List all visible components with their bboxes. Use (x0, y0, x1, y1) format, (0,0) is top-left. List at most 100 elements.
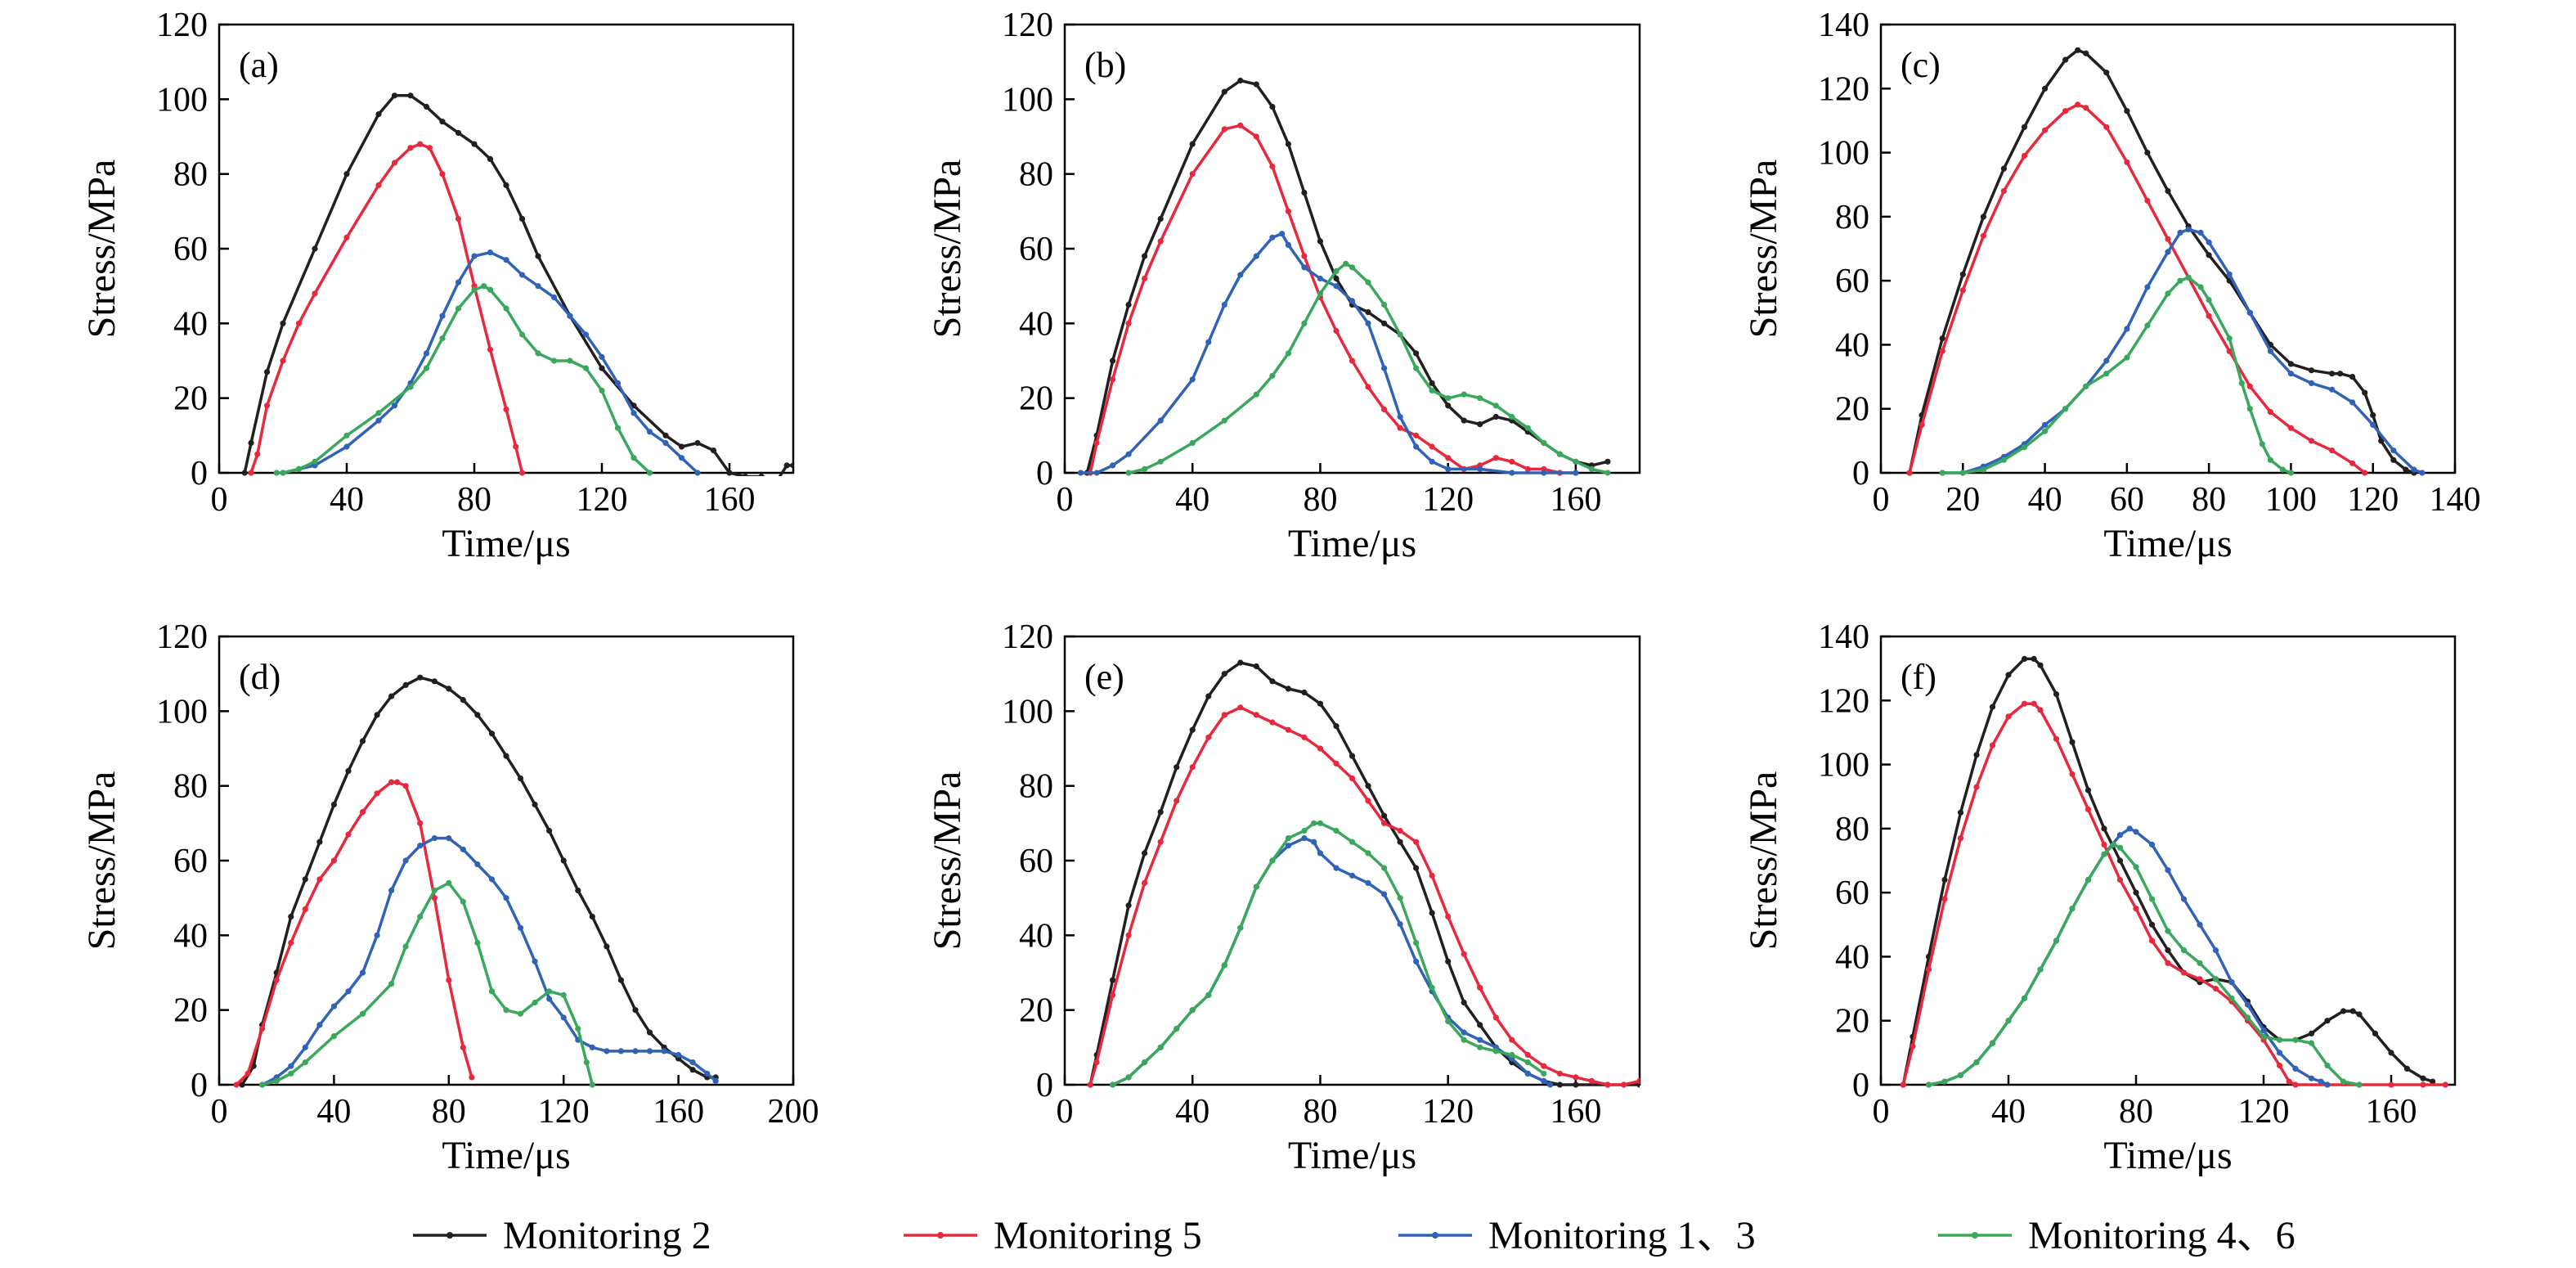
data-point-monitoring-5 (431, 895, 438, 902)
data-point-monitoring-5 (1333, 760, 1340, 767)
data-point-monitoring-1-3 (1157, 417, 1164, 424)
data-point-monitoring-5 (1556, 1070, 1563, 1077)
data-point-monitoring-2 (2403, 466, 2409, 473)
data-point-monitoring-1-3 (2165, 249, 2171, 255)
series-group (241, 92, 793, 476)
data-point-monitoring-5 (1301, 253, 1308, 259)
data-point-monitoring-4-6 (2111, 841, 2117, 848)
y-tick-label: 100 (1002, 693, 1053, 731)
data-point-monitoring-5 (1189, 764, 1196, 771)
data-point-monitoring-2 (1221, 671, 1227, 677)
data-point-monitoring-4-6 (2180, 947, 2188, 954)
series-line-monitoring-5 (1901, 702, 2446, 1086)
x-tick-label: 160 (2366, 1093, 2417, 1131)
data-point-monitoring-5 (1381, 406, 1388, 412)
y-tick-label: 80 (173, 768, 208, 806)
data-point-monitoring-2 (2075, 47, 2081, 53)
series-group (1900, 655, 2448, 1088)
data-point-monitoring-1-3 (1541, 470, 1547, 476)
series-line-monitoring-1-3 (261, 836, 717, 1086)
data-point-monitoring-4-6 (1604, 470, 1611, 476)
data-point-monitoring-1-3 (550, 294, 558, 300)
data-point-monitoring-4-6 (2226, 335, 2233, 342)
data-point-monitoring-5 (2037, 707, 2044, 713)
data-point-monitoring-2 (2148, 921, 2156, 928)
data-point-monitoring-2 (662, 432, 669, 438)
x-tick-label: 160 (1550, 481, 1601, 519)
y-tick-label: 80 (1835, 199, 1869, 236)
data-point-monitoring-2 (535, 253, 541, 259)
data-point-monitoring-2 (2021, 655, 2028, 663)
data-point-monitoring-1-3 (2267, 348, 2273, 354)
data-point-monitoring-5 (375, 182, 382, 188)
data-point-monitoring-4-6 (599, 387, 605, 394)
y-tick-label: 100 (156, 81, 208, 119)
data-point-monitoring-1-3 (2329, 386, 2336, 393)
series-line-monitoring-4-6 (262, 881, 594, 1086)
data-point-monitoring-2 (631, 402, 637, 409)
data-point-monitoring-1-3 (1317, 850, 1323, 857)
x-tick-label: 0 (211, 1093, 228, 1131)
data-point-monitoring-4-6 (2042, 428, 2049, 434)
data-point-monitoring-2 (1413, 350, 1420, 357)
x-tick-label: 160 (1550, 1093, 1601, 1131)
data-point-monitoring-4-6 (1269, 857, 1276, 864)
series-line-monitoring-1-3 (282, 250, 699, 474)
y-tick-label: 100 (156, 693, 208, 731)
data-point-monitoring-5 (2085, 806, 2092, 813)
data-point-monitoring-5 (394, 779, 401, 785)
data-point-monitoring-4-6 (343, 432, 350, 438)
data-point-monitoring-4-6 (259, 1081, 266, 1088)
data-point-monitoring-1-3 (402, 857, 409, 864)
data-point-monitoring-5 (2388, 1081, 2394, 1088)
data-point-monitoring-5 (1093, 1059, 1100, 1066)
data-point-monitoring-1-3 (662, 439, 669, 447)
data-point-monitoring-2 (359, 738, 366, 744)
data-point-monitoring-2 (1365, 783, 1371, 789)
data-point-monitoring-5 (1910, 1043, 1916, 1050)
data-point-monitoring-2 (2124, 108, 2130, 115)
data-point-monitoring-5 (1461, 951, 1467, 957)
panel-label: (c) (1901, 45, 1941, 85)
data-point-monitoring-1-3 (560, 1014, 567, 1021)
data-point-monitoring-2 (2378, 438, 2385, 444)
data-point-monitoring-2 (532, 801, 538, 808)
data-point-monitoring-4-6 (1317, 820, 1323, 826)
data-point-monitoring-2 (1237, 659, 1244, 666)
data-point-monitoring-5 (1957, 835, 1964, 842)
data-point-monitoring-4-6 (2197, 284, 2204, 290)
data-point-monitoring-5 (487, 346, 494, 353)
data-point-monitoring-4-6 (1397, 895, 1403, 902)
y-tick-label: 60 (173, 843, 208, 880)
legend-label: Monitoring 2 (503, 1214, 711, 1257)
data-point-monitoring-1-3 (1349, 872, 1356, 879)
data-point-monitoring-2 (402, 681, 409, 689)
data-point-monitoring-2 (2370, 411, 2376, 419)
data-point-monitoring-4-6 (431, 887, 438, 894)
data-point-monitoring-5 (374, 790, 380, 797)
data-point-monitoring-4-6 (446, 879, 452, 886)
data-point-monitoring-1-3 (1547, 1081, 1554, 1088)
data-point-monitoring-4-6 (517, 1010, 524, 1017)
data-point-monitoring-5 (1349, 357, 1356, 364)
data-point-monitoring-4-6 (2005, 1018, 2012, 1024)
data-point-monitoring-4-6 (2292, 1036, 2299, 1043)
data-point-monitoring-1-3 (2116, 832, 2124, 839)
data-point-monitoring-4-6 (1461, 391, 1467, 398)
data-point-monitoring-1-3 (2390, 447, 2397, 454)
data-point-monitoring-5 (1445, 455, 1452, 461)
data-point-monitoring-5 (263, 402, 271, 409)
data-point-monitoring-2 (1110, 357, 1116, 364)
data-point-monitoring-2 (471, 141, 478, 147)
data-point-monitoring-2 (1301, 189, 1308, 196)
series-line-monitoring-5 (1088, 706, 1640, 1086)
data-point-monitoring-5 (1397, 425, 1403, 431)
data-point-monitoring-5 (295, 320, 303, 326)
data-point-monitoring-1-3 (455, 279, 462, 286)
data-point-monitoring-4-6 (560, 991, 567, 998)
data-point-monitoring-5 (2148, 938, 2156, 944)
data-point-monitoring-2 (689, 1067, 696, 1073)
x-tick-label: 20 (1945, 481, 1980, 519)
data-point-monitoring-1-3 (2133, 829, 2139, 835)
data-point-monitoring-2 (302, 876, 308, 883)
